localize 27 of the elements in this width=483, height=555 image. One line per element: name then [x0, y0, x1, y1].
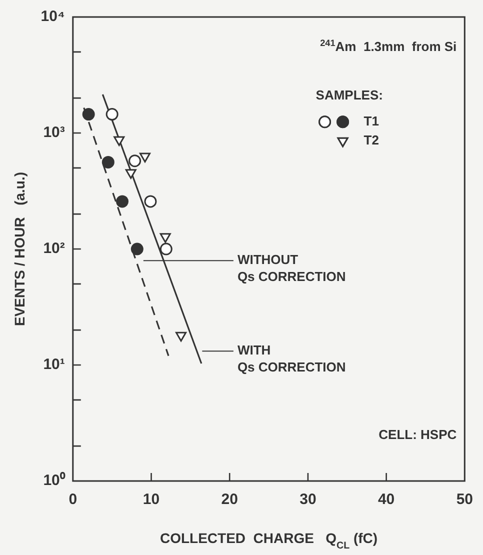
y-tick-label: 10⁰	[43, 471, 66, 490]
point	[139, 152, 150, 163]
point	[125, 169, 136, 179]
x-tick-label: 10	[142, 491, 160, 508]
point	[130, 242, 144, 256]
point	[116, 195, 129, 208]
annotation: WITH Qs CORRECTION	[237, 342, 346, 375]
y-axis-title: EVENTS / HOUR (a.u.)	[11, 172, 28, 326]
y-tick-label: 10³	[43, 124, 65, 142]
x-tick-label: 20	[221, 491, 238, 508]
x-tick-label: 40	[378, 491, 395, 508]
annotation: CELL: HSPC	[378, 427, 458, 442]
legend-label: T1	[364, 113, 379, 128]
annotation: WITHOUT Qs CORRECTION	[237, 252, 346, 284]
point	[114, 136, 125, 146]
x-tick-label: 0	[68, 491, 78, 508]
point	[82, 108, 95, 121]
point	[160, 233, 171, 243]
point	[176, 332, 187, 342]
x-tick-label: 30	[300, 491, 316, 508]
point	[102, 156, 114, 168]
y-tick-label: 10⁴	[40, 8, 65, 26]
legend-label: T2	[364, 132, 379, 148]
legend-title: SAMPLES:	[316, 87, 383, 102]
y-tick-label: 10²	[43, 240, 65, 258]
x-tick-label: 50	[456, 491, 473, 508]
y-tick-label: 10¹	[43, 356, 65, 374]
